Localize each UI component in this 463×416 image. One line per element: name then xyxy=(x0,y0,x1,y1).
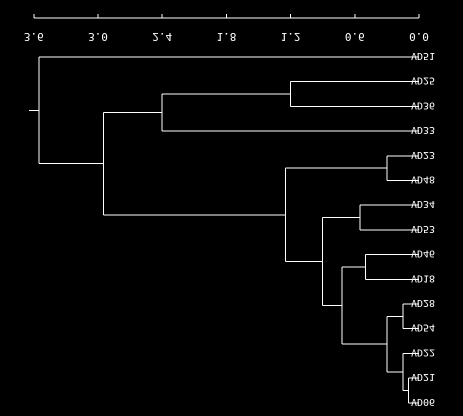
leaf-label: VD33 xyxy=(411,124,435,135)
leaf-label: VD18 xyxy=(411,272,435,283)
leaf-labels: VD51 VD25 VD36 VD33 VD23 VD48 VD34 VD53 VD46 VD18… xyxy=(411,50,435,407)
axis-tick-label: 0.0 xyxy=(409,30,429,43)
distance-axis: 3.6 3.0 2.4 1.8 1.2 0.6 0.0 xyxy=(24,14,429,43)
leaf-label: VD48 xyxy=(411,174,435,185)
axis-tick-label: 2.4 xyxy=(152,30,172,43)
leaf-label: VD34 xyxy=(411,198,435,209)
leaf-label: VD36 xyxy=(411,99,435,110)
axis-tick-label: 1.8 xyxy=(216,30,236,43)
dendrogram-tree xyxy=(29,56,419,404)
axis-tick-label: 1.2 xyxy=(281,30,301,43)
leaf-label: VD46 xyxy=(411,248,435,259)
leaf-label: VD28 xyxy=(411,297,435,308)
leaf-label: VD06 xyxy=(411,396,435,407)
axis-tick-label: 3.6 xyxy=(24,30,44,43)
leaf-label: VD53 xyxy=(411,223,435,234)
leaf-label: VD25 xyxy=(411,75,435,86)
axis-tick-label: 0.6 xyxy=(345,30,365,43)
leaf-label: VD21 xyxy=(411,371,435,382)
leaf-label: VD54 xyxy=(411,322,435,333)
leaf-label: VD23 xyxy=(411,149,435,160)
leaf-label: VD51 xyxy=(411,50,435,61)
leaf-label: VD22 xyxy=(411,346,435,357)
axis-tick-label: 3.0 xyxy=(88,30,108,43)
